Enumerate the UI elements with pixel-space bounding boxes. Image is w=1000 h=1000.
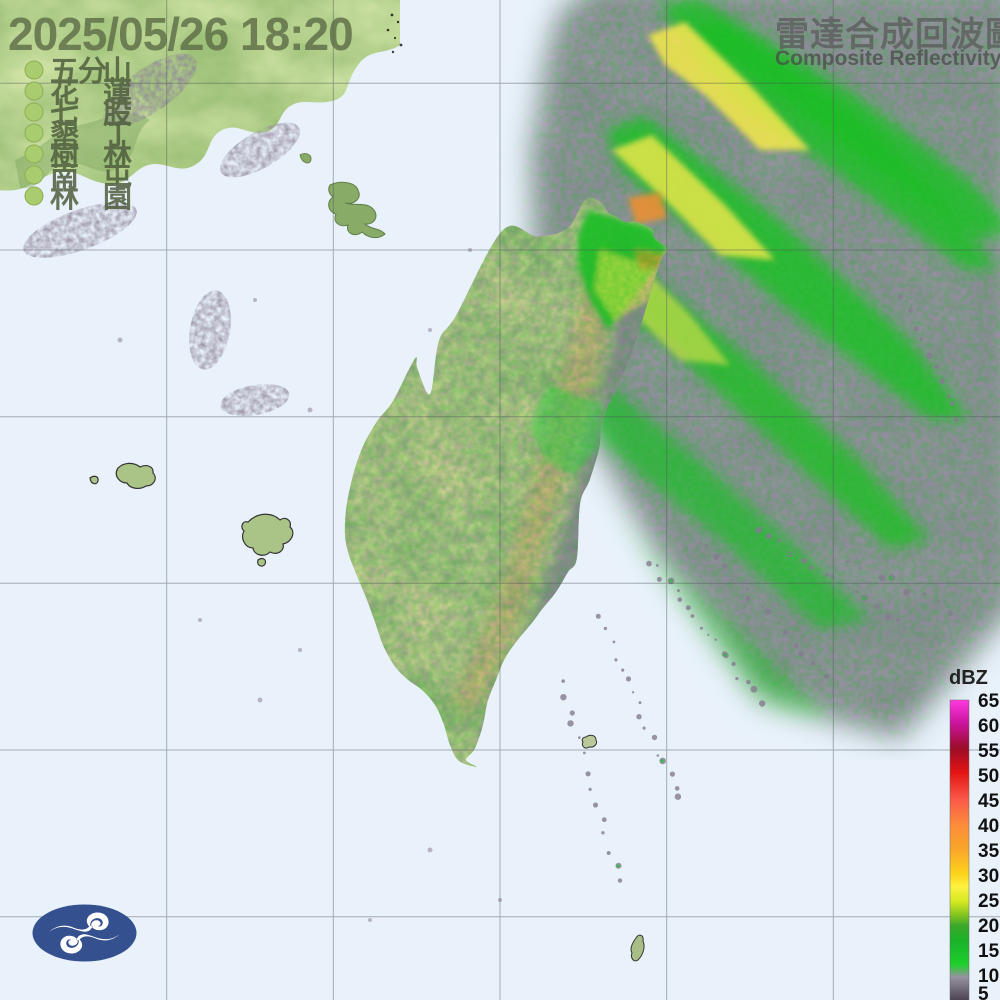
svg-text:林: 林 (50, 181, 79, 214)
svg-text:園: 園 (103, 182, 132, 214)
svg-text:Composite Reflectivity: Composite Reflectivity (775, 47, 1000, 70)
svg-text:5: 5 (978, 984, 989, 1000)
svg-text:20: 20 (978, 916, 999, 937)
svg-text:50: 50 (978, 766, 999, 787)
svg-text:65: 65 (978, 691, 1000, 712)
svg-text:35: 35 (978, 841, 1000, 862)
svg-text:15: 15 (978, 941, 1000, 962)
svg-text:60: 60 (978, 716, 999, 737)
svg-text:2025/05/26 18:20: 2025/05/26 18:20 (8, 8, 353, 60)
svg-text:25: 25 (978, 891, 1000, 912)
svg-text:45: 45 (978, 791, 1000, 812)
svg-text:30: 30 (978, 866, 999, 887)
svg-text:40: 40 (978, 816, 999, 837)
svg-text:55: 55 (978, 741, 1000, 762)
svg-text:dBZ: dBZ (949, 667, 988, 689)
